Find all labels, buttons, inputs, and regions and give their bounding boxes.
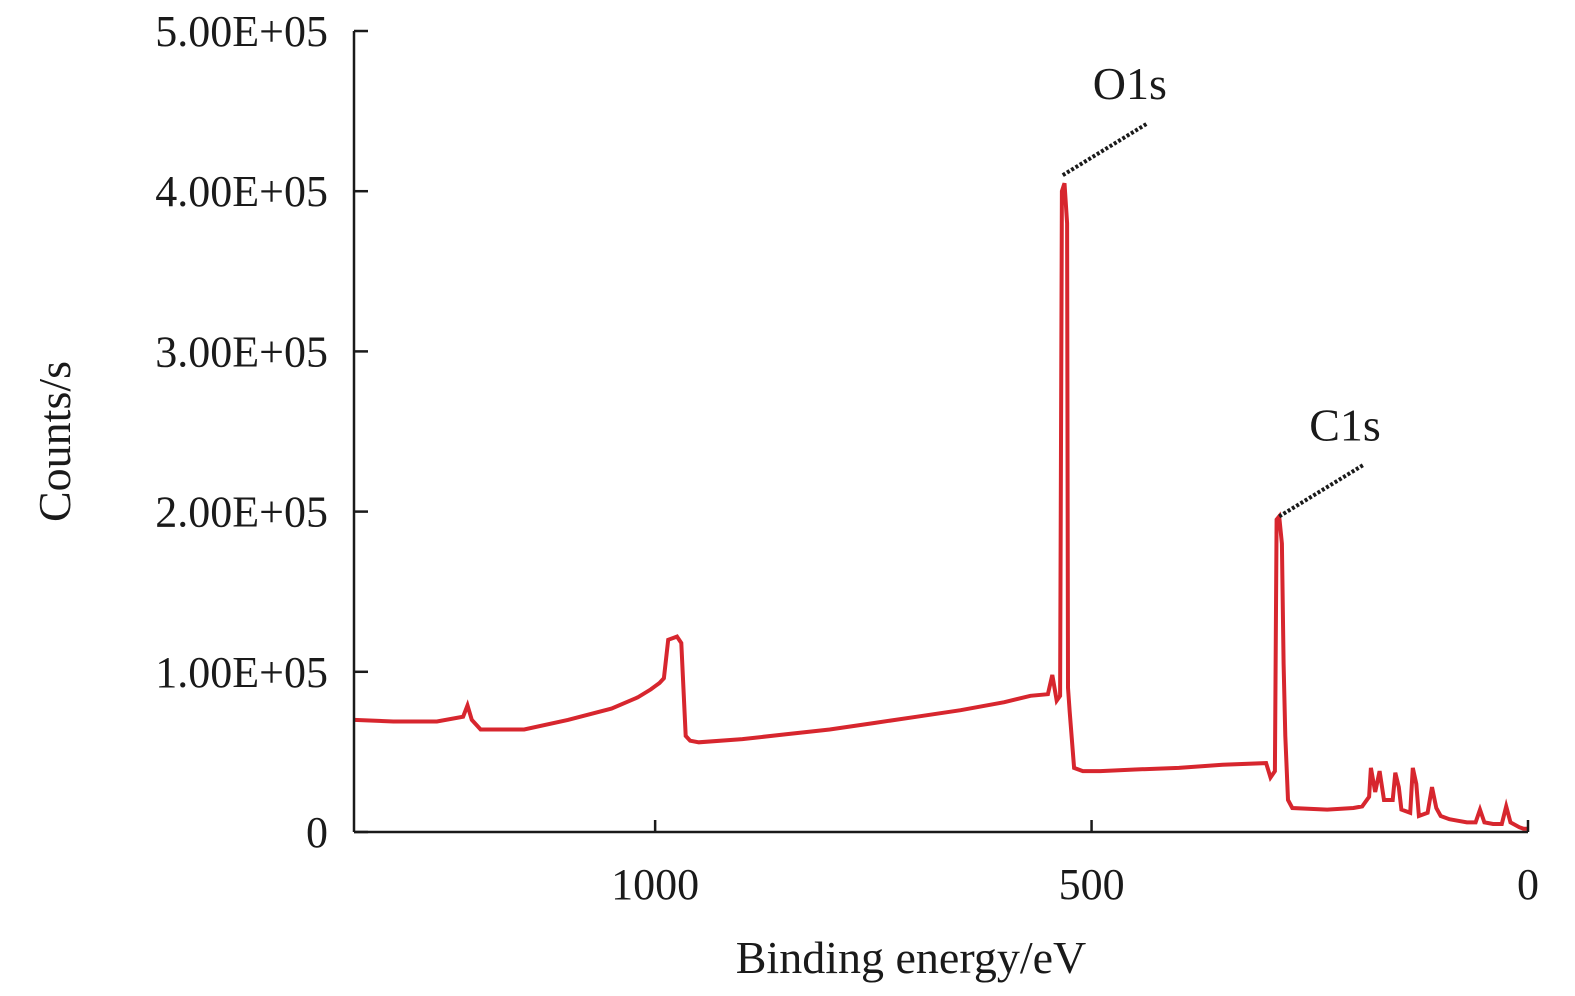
peak-annotations: O1s C1s — [1061, 58, 1381, 519]
y-tick-label: 2.00E+05 — [155, 488, 328, 537]
plot-area — [353, 182, 1528, 831]
series-line — [353, 182, 1528, 831]
x-ticks: 1000 500 0 — [611, 820, 1539, 909]
annotation-leader-line — [1061, 121, 1149, 177]
y-tick-label: 4.00E+05 — [155, 167, 328, 216]
peak-label: C1s — [1309, 399, 1381, 450]
y-axis-title: Counts/s — [29, 361, 80, 522]
axes: 0 1.00E+05 2.00E+05 3.00E+05 4.00E+05 5.00E+0… — [155, 7, 1539, 909]
annotation-leader-line — [1278, 462, 1366, 519]
x-tick-label: 0 — [1517, 860, 1539, 909]
x-tick-label: 1000 — [611, 860, 699, 909]
x-tick-label: 500 — [1059, 860, 1125, 909]
x-axis-title: Binding energy/eV — [736, 932, 1086, 983]
y-ticks: 0 1.00E+05 2.00E+05 3.00E+05 4.00E+05 5.00E+0… — [155, 7, 368, 857]
peak-label: O1s — [1093, 58, 1167, 109]
y-tick-label: 3.00E+05 — [155, 327, 328, 376]
y-tick-label: 5.00E+05 — [155, 7, 328, 56]
y-tick-label: 1.00E+05 — [155, 648, 328, 697]
y-tick-label: 0 — [306, 808, 328, 857]
